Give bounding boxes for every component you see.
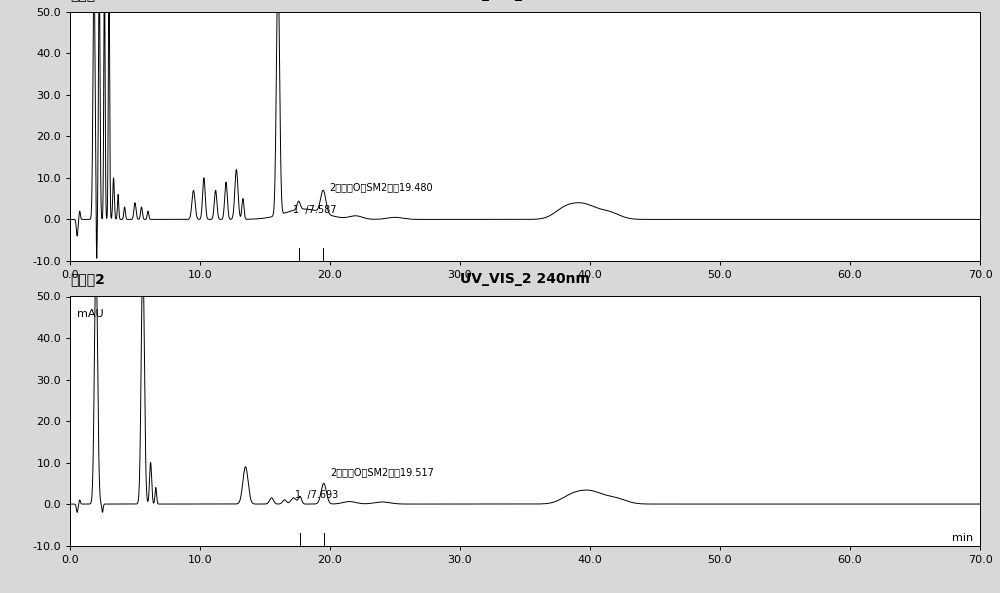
Text: UV_VIS_2 240nm: UV_VIS_2 240nm xyxy=(460,272,590,286)
Text: mAU: mAU xyxy=(76,309,103,319)
Text: 1  /7.693: 1 /7.693 xyxy=(295,490,338,500)
Text: 色谱图1: 色谱图1 xyxy=(70,0,105,1)
Text: min: min xyxy=(952,534,974,543)
Text: 2・杂质O（SM2）・19.517: 2・杂质O（SM2）・19.517 xyxy=(330,467,434,477)
Text: UV_VIS_1 220nm: UV_VIS_1 220nm xyxy=(460,0,590,1)
Text: 色谱图2: 色谱图2 xyxy=(70,272,105,286)
Text: 1  /7.587: 1 /7.587 xyxy=(293,205,337,215)
Text: 2・杂质O（SM2）・19.480: 2・杂质O（SM2）・19.480 xyxy=(330,183,433,192)
